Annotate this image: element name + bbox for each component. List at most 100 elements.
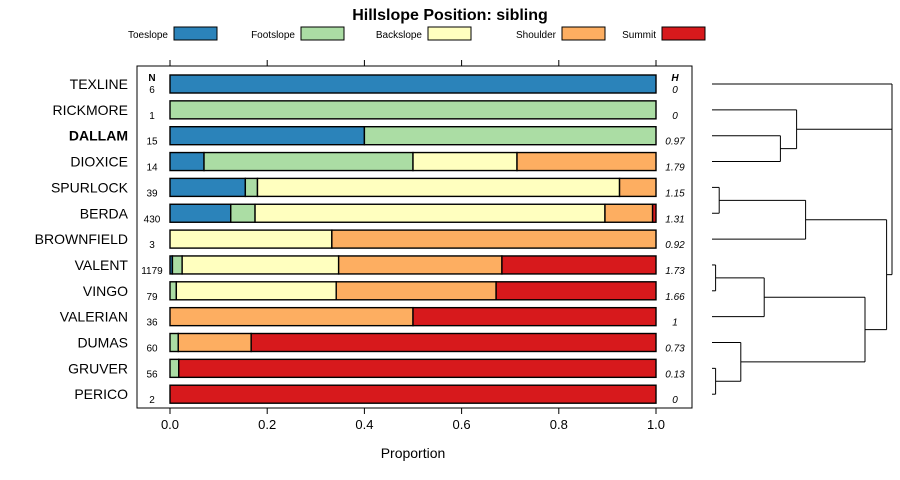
soil-label-dioxice: DIOXICE (70, 154, 128, 170)
bar-segment-brownfield-backslope (169, 229, 333, 249)
bar-segment-gruver-summit (178, 358, 657, 379)
h-label-dumas: 0.73 (665, 344, 685, 355)
row-vingo: VINGO 79 1.66 (83, 281, 685, 303)
soil-label-dumas: DUMAS (77, 335, 128, 351)
bar-segment-valerian-shoulder (169, 306, 414, 327)
row-gruver: GRUVER 56 0.13 (68, 358, 685, 380)
h-label-dallam: 0.97 (665, 137, 685, 148)
bar-segment-berda-summit (651, 203, 657, 223)
legend-swatch-shoulder (561, 26, 606, 41)
row-perico: PERICO 2 0 (74, 384, 678, 406)
x-tick-label-5: 1.0 (647, 417, 665, 432)
n-label-texline: 6 (149, 85, 155, 96)
bar-segment-valent-backslope (181, 255, 340, 275)
row-valerian: VALERIAN 36 1 (60, 306, 678, 329)
bar-segment-texline-toeslope (169, 74, 657, 94)
bar-segment-spurlock-shoulder (618, 177, 657, 198)
bar-segment-dumas-shoulder (177, 332, 252, 353)
bar-segment-dioxice-footslope (203, 151, 414, 172)
soil-label-brownfield: BROWNFIELD (35, 231, 128, 247)
row-texline: TEXLINE 6 0 (70, 74, 678, 96)
soil-label-valerian: VALERIAN (60, 309, 128, 325)
bar-segment-dioxice-toeslope (169, 151, 205, 172)
h-label-brownfield: 0.92 (665, 240, 685, 251)
soil-label-dallam: DALLAM (69, 128, 128, 144)
h-label-valerian: 1 (672, 318, 678, 329)
h-label-spurlock: 1.15 (665, 188, 685, 199)
h-label-vingo: 1.66 (665, 292, 685, 303)
h-header: H (671, 73, 679, 84)
n-label-valerian: 36 (146, 318, 158, 329)
x-tick-label-3: 0.6 (453, 417, 471, 432)
bar-segment-dioxice-backslope (412, 151, 518, 172)
row-dumas: DUMAS 60 0.73 (77, 332, 685, 355)
bar-segment-rickmore-footslope (169, 100, 657, 120)
bar-segment-spurlock-footslope (244, 177, 259, 198)
h-label-rickmore: 0 (672, 111, 678, 122)
bar-segment-dioxice-shoulder (516, 151, 657, 172)
bar-segment-dallam-toeslope (169, 125, 366, 146)
n-header: N (148, 73, 155, 84)
n-label-gruver: 56 (146, 369, 158, 380)
bar-segment-dumas-summit (250, 332, 657, 353)
legend-swatch-footslope (300, 26, 345, 41)
legend-label-backslope: Backslope (376, 30, 423, 41)
soil-label-texline: TEXLINE (70, 76, 128, 92)
bar-segment-gruver-footslope (169, 358, 180, 379)
row-spurlock: SPURLOCK 39 1.15 (51, 177, 685, 199)
soil-label-vingo: VINGO (83, 283, 128, 299)
bar-segment-berda-toeslope (169, 203, 232, 223)
soil-label-valent: VALENT (75, 257, 129, 273)
x-axis-title: Proportion (381, 445, 446, 461)
x-tick-label-0: 0.0 (161, 417, 179, 432)
n-label-dallam: 15 (146, 137, 158, 148)
bar-segment-dumas-footslope (169, 332, 179, 353)
bar-segment-valent-shoulder (337, 255, 503, 275)
bar-segment-perico-summit (169, 384, 657, 404)
legend-label-shoulder: Shoulder (516, 30, 557, 41)
bar-segment-vingo-footslope (169, 281, 178, 301)
n-label-vingo: 79 (146, 292, 158, 303)
bar-segment-spurlock-toeslope (169, 177, 247, 198)
soil-label-gruver: GRUVER (68, 360, 128, 376)
bar-segment-spurlock-backslope (256, 177, 621, 198)
row-berda: BERDA 430 1.31 (80, 203, 685, 225)
x-tick-label-4: 0.8 (550, 417, 568, 432)
bar-segment-valerian-summit (412, 306, 657, 327)
soil-label-berda: BERDA (80, 205, 129, 221)
bar-segment-valent-summit (501, 255, 657, 275)
row-dallam: DALLAM 15 0.97 (69, 125, 685, 148)
row-rickmore: RICKMORE 1 0 (53, 100, 678, 122)
dendrogram (712, 83, 893, 395)
n-label-spurlock: 39 (146, 188, 158, 199)
bar-segment-vingo-summit (495, 281, 657, 301)
row-brownfield: BROWNFIELD 3 0.92 (35, 229, 685, 251)
soil-label-perico: PERICO (74, 386, 128, 402)
row-valent: VALENT 1179 1.73 (75, 255, 685, 277)
x-axis: 0.0 0.2 0.4 0.6 0.8 1.0 (161, 60, 665, 432)
bar-segment-berda-shoulder (604, 203, 654, 223)
x-tick-label-1: 0.2 (258, 417, 276, 432)
h-label-texline: 0 (672, 85, 678, 96)
n-label-valent: 1179 (141, 266, 163, 277)
legend-swatch-summit (661, 26, 706, 41)
bar-segment-berda-backslope (254, 203, 606, 223)
legend: Toeslope Footslope Backslope Shoulder Summit (128, 26, 706, 41)
bar-segment-vingo-backslope (175, 281, 337, 301)
bar-segment-berda-footslope (230, 203, 256, 223)
n-label-perico: 2 (149, 395, 155, 406)
n-label-berda: 430 (144, 214, 161, 225)
h-label-valent: 1.73 (665, 266, 685, 277)
legend-label-footslope: Footslope (251, 30, 295, 41)
bar-segment-vingo-shoulder (335, 281, 497, 301)
row-dioxice: DIOXICE 14 1.79 (70, 151, 685, 174)
n-label-dumas: 60 (146, 344, 158, 355)
plot-frame (136, 65, 693, 409)
chart-title: Hillslope Position: sibling (352, 7, 548, 24)
legend-swatch-backslope (427, 26, 472, 41)
bar-segment-valent-footslope (171, 255, 183, 275)
legend-label-summit: Summit (622, 30, 656, 41)
n-label-dioxice: 14 (146, 163, 158, 174)
